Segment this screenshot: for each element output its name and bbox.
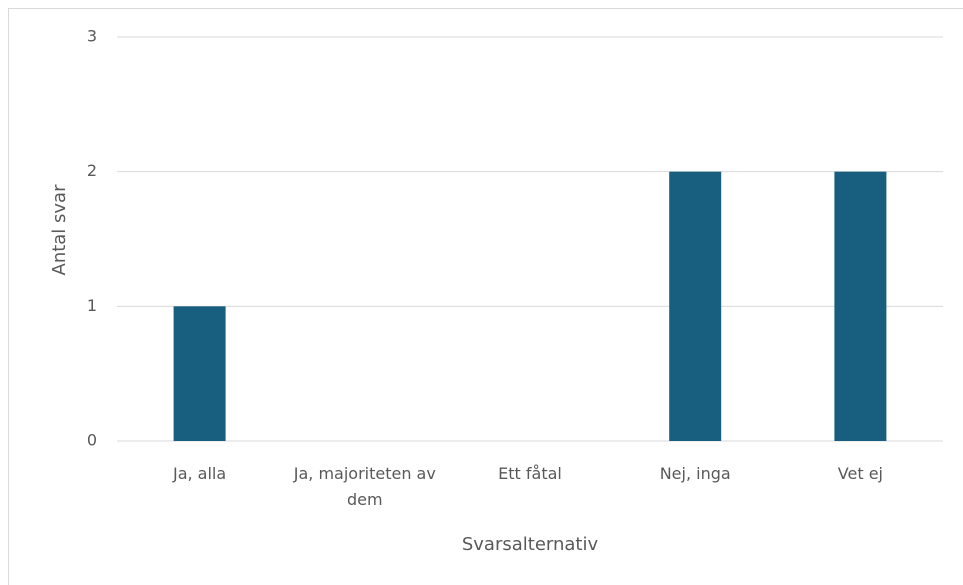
y-axis-title: Antal svar xyxy=(49,184,70,276)
x-axis-title: Svarsalternativ xyxy=(462,534,599,555)
bar xyxy=(834,171,887,441)
y-tick-label: 1 xyxy=(87,296,97,315)
x-tick-label: Ett fåtal xyxy=(498,464,562,483)
y-tick-label: 2 xyxy=(87,161,97,180)
x-tick-label: Ja, alla xyxy=(172,464,227,483)
chart-frame xyxy=(8,8,963,585)
x-tick-label: Ja, majoriteten av dem xyxy=(293,464,436,509)
y-tick-label: 3 xyxy=(87,27,97,46)
y-tick-label: 0 xyxy=(87,431,97,450)
bar xyxy=(669,171,722,441)
x-tick-label: Vet ej xyxy=(837,464,883,483)
x-tick-label: Nej, inga xyxy=(659,464,731,483)
bar xyxy=(173,306,226,441)
